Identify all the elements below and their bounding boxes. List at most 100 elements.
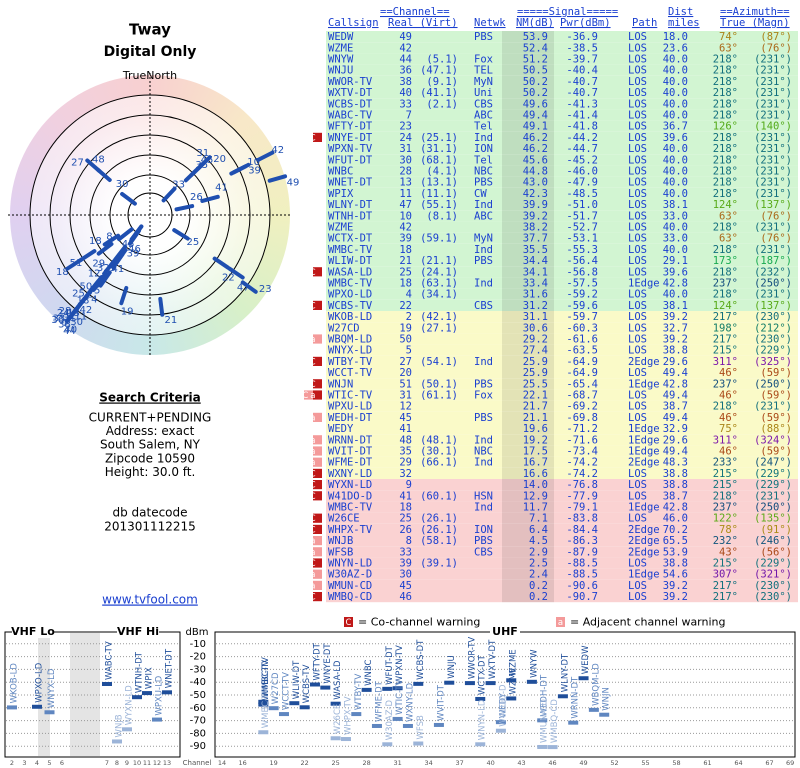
station-bar — [7, 705, 17, 710]
polar-bar — [96, 242, 114, 256]
table-cell: 39.2 — [663, 311, 688, 323]
warning-text: a — [310, 548, 317, 558]
table-cell: 218° — [713, 222, 738, 234]
table-cell: (76°) — [760, 210, 792, 222]
warning-box — [313, 491, 322, 501]
table-cell: -48.5 — [566, 188, 598, 200]
table-cell: (42.1) — [420, 311, 458, 323]
table-cell: (231°) — [754, 177, 792, 189]
row-bg — [326, 143, 798, 155]
table-cell: 40.0 — [663, 289, 688, 301]
table-cell: LOS — [628, 110, 647, 122]
table-cell: 42.8 — [663, 378, 688, 390]
table-cell: 2.4 — [529, 569, 548, 581]
station-label: WNYE-DT — [323, 643, 333, 684]
table-cell: 37.7 — [523, 233, 548, 245]
table-cell: (61.1) — [420, 390, 458, 402]
table-cell: Ind — [474, 502, 493, 514]
table-cell: 25.9 — [523, 367, 548, 379]
table-cell: LOS — [628, 591, 647, 603]
row-bg — [326, 87, 798, 99]
station-bar — [495, 728, 506, 733]
table-cell: LOS — [628, 132, 647, 144]
table-cell: 2Edge — [628, 546, 660, 558]
table-cell: -73.4 — [566, 446, 598, 458]
nm-band — [502, 557, 554, 569]
table-cell: (59°) — [760, 390, 792, 402]
table-cell: 39.2 — [663, 334, 688, 346]
table-cell: 7.1 — [529, 513, 548, 525]
table-cell: (26.1) — [420, 513, 458, 525]
nm-band — [502, 64, 554, 76]
station-bar — [537, 744, 548, 749]
table-cell: Ind — [474, 434, 493, 446]
polar-label: 24 — [57, 308, 70, 319]
link-text[interactable]: www.tvfool.com — [102, 593, 198, 607]
table-cell: 78° — [719, 524, 738, 536]
table-cell: -46.0 — [566, 166, 598, 178]
row-bg — [326, 579, 798, 591]
table-cell: (230°) — [754, 311, 792, 323]
table-cell: -59.2 — [566, 289, 598, 301]
table-cell: 63° — [719, 233, 738, 245]
station-bar — [537, 718, 548, 723]
table-cell: (9.1) — [426, 76, 458, 88]
table-cell: (137°) — [754, 199, 792, 211]
nm-band — [502, 199, 554, 211]
x-tick-label: 43 — [517, 759, 525, 767]
warning: C — [310, 267, 322, 278]
table-cell: 22 — [399, 300, 412, 312]
x-tick-label: 28 — [362, 759, 370, 767]
station-bar — [122, 727, 132, 732]
table-cell: -51.0 — [566, 199, 598, 211]
polar-label: 20 — [213, 154, 226, 165]
x-tick-label: 19 — [270, 759, 278, 767]
table-cell: (58.1) — [420, 535, 458, 547]
nm-band — [502, 479, 554, 491]
link[interactable]: www.tvfool.com — [102, 593, 198, 607]
table-cell: 21.7 — [523, 401, 548, 413]
polar-label: 18 — [77, 296, 90, 307]
station-label: WLIW-DT — [292, 660, 302, 699]
table-cell: 25.9 — [523, 356, 548, 368]
table-cell: LOS — [628, 401, 647, 413]
table-cell: (13.1) — [420, 177, 458, 189]
station-label: WMBC-TV — [261, 660, 271, 701]
table-cell: 31 — [399, 390, 412, 402]
x-tick-label: 64 — [734, 759, 742, 767]
nm-band — [502, 75, 554, 87]
polar-bar — [129, 224, 144, 242]
legend-box — [556, 617, 565, 627]
table-cell: 46° — [719, 390, 738, 402]
y-tick-label: -20 — [190, 652, 206, 663]
table-cell: 65.5 — [663, 535, 688, 547]
polar-label: 41 — [215, 183, 228, 194]
warning-box — [313, 300, 322, 310]
table-cell: 54.6 — [663, 569, 688, 581]
table-cell: 12.9 — [523, 490, 548, 502]
table-cell: -69.8 — [566, 412, 598, 424]
table-cell: 218° — [713, 54, 738, 66]
row-bg — [326, 344, 798, 356]
table-cell: LOS — [628, 390, 647, 402]
station-bar — [599, 712, 610, 717]
table-cell: WMBC-TV — [328, 278, 373, 290]
nm-band — [502, 579, 554, 591]
table-cell: LOS — [628, 266, 647, 278]
table-cell: WFME-DT — [328, 457, 373, 469]
table-cell: LOS — [628, 255, 647, 267]
column-header: True (Magn) — [720, 17, 790, 29]
warning-text: C — [310, 301, 318, 311]
table-cell: (59°) — [760, 446, 792, 458]
table-cell: 34.1 — [523, 266, 548, 278]
table-cell: (91°) — [760, 524, 792, 536]
table-cell: WBQM-LD — [328, 334, 372, 346]
station-label: WMBC-TV — [261, 657, 271, 698]
station-label: WFSB — [416, 715, 426, 740]
table-cell: 30 — [399, 569, 412, 581]
station-label: WNJU — [447, 655, 457, 679]
station-bar — [268, 706, 279, 711]
polar-label: 41 — [111, 264, 124, 275]
table-cell: (59°) — [760, 412, 792, 424]
polar-bar — [98, 270, 112, 288]
